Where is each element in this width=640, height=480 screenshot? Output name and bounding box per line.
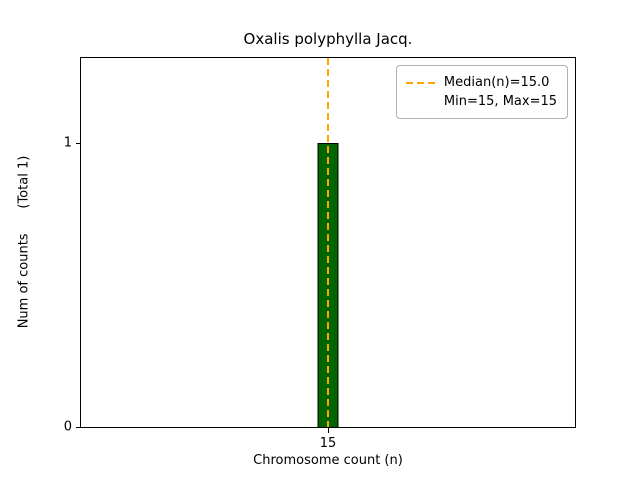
legend-median-label: Median(n)=15.0 (443, 75, 550, 90)
y-tick-mark (76, 426, 81, 428)
legend-sample-spacer (406, 101, 436, 103)
legend: Median(n)=15.0 Min=15, Max=15 (395, 65, 568, 119)
x-tick-mark (327, 428, 329, 433)
y-tick-label: 0 (63, 419, 72, 435)
y-tick-mark (76, 142, 81, 144)
median-dashed-line-sample (405, 81, 436, 84)
median-line (327, 58, 329, 427)
legend-entry-minmax: Min=15, Max=15 (406, 92, 557, 111)
legend-entry-median: Median(n)=15.0 (405, 73, 557, 92)
x-tick-label: 15 (319, 436, 337, 451)
legend-minmax-label: Min=15, Max=15 (443, 94, 557, 109)
y-axis-label: Num of counts (Total 1) (16, 155, 32, 329)
y-tick-label: 1 (63, 135, 72, 151)
chart-title: Oxalis polyphylla Jacq. (243, 30, 413, 48)
plot-area: Median(n)=15.0 Min=15, Max=15 0 1 15 (64, 57, 576, 451)
x-axis-label: Chromosome count (n) (253, 453, 403, 468)
